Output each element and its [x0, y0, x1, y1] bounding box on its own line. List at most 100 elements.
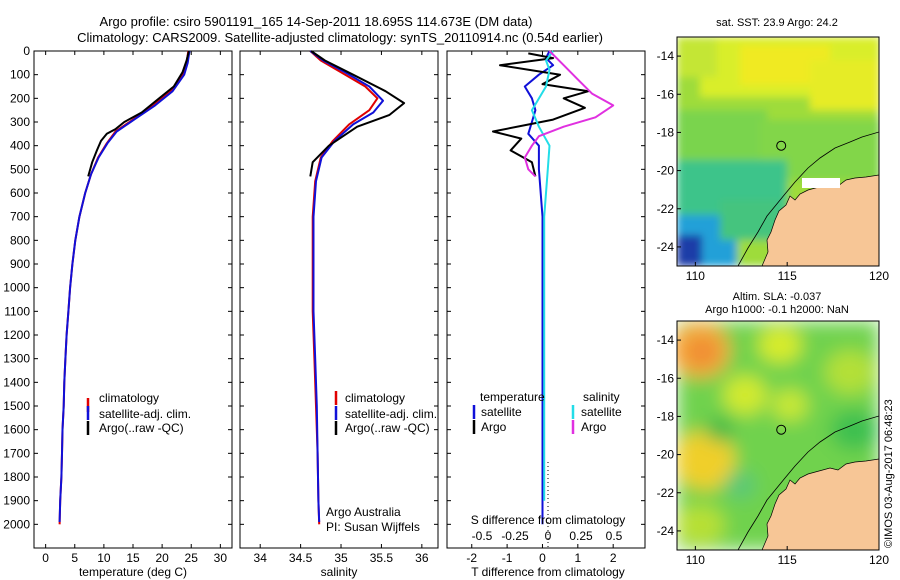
- salinity-x-axis: 34 34.5 35 35.5 36: [254, 51, 429, 565]
- legend-label-t-satellite: satellite: [481, 405, 522, 419]
- salinity-series: [309, 50, 406, 525]
- legend-label-satellite: satellite-adj. clim.: [345, 407, 437, 421]
- depth-tick-label: 1500: [3, 399, 30, 413]
- sst-map: sat. SST: 23.9 Argo: 24.2 110 115 120 -14 -1…: [657, 17, 890, 283]
- x-tick-label: 34.5: [289, 551, 313, 565]
- sst-map-frame: [676, 36, 880, 267]
- temperature-frame: [33, 50, 233, 549]
- depth-tick-label: 1000: [3, 281, 30, 295]
- legend-label-argo: Argo(..raw -QC): [345, 421, 430, 435]
- series-line-salinity-argo: [523, 50, 615, 178]
- s-tick: 0.5: [606, 529, 623, 543]
- depth-tick-label: 1300: [3, 352, 30, 366]
- depth-axis: 0 100 200 300 400 500 600 700 800 900 1000 1100 1200…: [3, 44, 232, 531]
- s-tick: -0.5: [472, 529, 493, 543]
- salinity-x-label: salinity: [321, 565, 358, 579]
- depth-tick-label: 500: [10, 162, 30, 176]
- sst-isobath: [737, 131, 879, 266]
- legend-title-salinity: salinity: [583, 390, 620, 404]
- x-tick-label: 10: [97, 551, 111, 565]
- salinity-panel: 34 34.5 35 35.5 36 salinity climatology sate…: [239, 50, 439, 579]
- legend-label-s-argo: Argo: [581, 420, 607, 434]
- map-x-tick-label: 120: [869, 269, 889, 283]
- difference-x-label: T difference from climatology: [471, 565, 625, 579]
- sla-map: Altim. SLA: -0.037 Argo h1000: -0.1 h200…: [657, 291, 890, 567]
- x-tick-label: 20: [155, 551, 169, 565]
- map-x-tick-label: 115: [778, 269, 797, 283]
- temperature-legend: climatology satellite-adj. clim. Argo(..…: [86, 391, 191, 435]
- series-line-argo: [309, 50, 406, 177]
- difference-legend: temperature salinity satellite Argo sate…: [472, 390, 622, 434]
- map-y-tick-label: -16: [657, 371, 675, 385]
- argo-location-marker: [776, 424, 787, 435]
- s-tick: -0.25: [501, 529, 529, 543]
- depth-tick-label: 0: [23, 44, 30, 58]
- series-line-temperature-satellite: [523, 50, 555, 525]
- sla-map-title-line1: Altim. SLA: -0.037: [733, 291, 822, 303]
- map-x-tick-label: 110: [686, 553, 705, 567]
- figure-title-line2: Climatology: CARS2009. Satellite-adjuste…: [77, 30, 603, 45]
- figure-title-line1: Argo profile: csiro 5901191_165 14-Sep-2…: [100, 14, 533, 29]
- legend-label-climatology: climatology: [99, 391, 159, 405]
- temperature-panel: 0100200300400500600700800900100011001200…: [3, 44, 233, 579]
- depth-tick-label: 100: [10, 68, 30, 82]
- sla-map-ticks: 110 115 120 -14 -16 -18 -20 -22 -24: [657, 333, 890, 567]
- x-tick-label: 5: [71, 551, 78, 565]
- x-tick-label: 35.5: [370, 551, 394, 565]
- salinity-annotation-line1: Argo Australia: [326, 505, 401, 519]
- map-y-tick-label: -22: [657, 202, 675, 216]
- x-tick-label: 30: [214, 551, 228, 565]
- sla-isobath: [737, 415, 879, 550]
- series-line-satellite: [309, 50, 384, 523]
- argo-location-marker: [776, 140, 787, 151]
- map-y-tick-label: -14: [657, 49, 675, 63]
- map-x-tick-label: 110: [686, 269, 705, 283]
- temperature-series: [58, 50, 191, 525]
- depth-tick-label: 1700: [3, 446, 30, 460]
- sst-map-ticks: 110 115 120 -14 -16 -18 -20 -22 -24: [657, 49, 890, 283]
- s-tick: 0.25: [569, 529, 593, 543]
- x-tick-label: 35: [334, 551, 348, 565]
- legend-label-t-argo: Argo: [481, 420, 507, 434]
- depth-tick-label: 300: [10, 115, 30, 129]
- series-line-argo: [87, 50, 190, 177]
- depth-tick-label: 700: [10, 210, 30, 224]
- depth-tick-label: 1400: [3, 375, 30, 389]
- difference-y-ticks: [447, 50, 645, 525]
- depth-tick-label: 900: [10, 257, 30, 271]
- depth-tick-label: 2000: [3, 517, 30, 531]
- depth-tick-label: 1100: [4, 304, 30, 318]
- legend-title-temperature: temperature: [480, 390, 545, 404]
- sst-land: [761, 174, 879, 266]
- difference-panel: -2 -1 0 1 2 T difference from climatology S …: [446, 50, 646, 579]
- map-y-tick-label: -20: [657, 164, 675, 178]
- sla-land: [761, 458, 879, 550]
- salinity-legend: climatology satellite-adj. clim. Argo(..…: [334, 391, 437, 435]
- x-tick-label: 36: [415, 551, 429, 565]
- depth-tick-label: 1900: [3, 494, 30, 508]
- map-y-tick-label: -24: [657, 240, 675, 254]
- x-tick-label: 15: [126, 551, 140, 565]
- map-y-tick-label: -20: [657, 448, 675, 462]
- sla-map-title-line2: Argo h1000: -0.1 h2000: NaN: [705, 304, 849, 316]
- series-line-temperature-argo: [492, 52, 590, 177]
- x-tick-label: 0: [42, 551, 49, 565]
- depth-tick-label: 400: [10, 139, 30, 153]
- x-tick-label: 0: [539, 551, 546, 565]
- map-y-tick-label: -18: [657, 409, 675, 423]
- legend-label-climatology: climatology: [345, 391, 405, 405]
- map-y-tick-label: -22: [657, 486, 675, 500]
- sst-map-title: sat. SST: 23.9 Argo: 24.2: [716, 17, 838, 29]
- s-tick: 0: [545, 529, 552, 543]
- x-tick-label: 25: [185, 551, 199, 565]
- legend-label-argo: Argo(..raw -QC): [99, 421, 184, 435]
- salinity-y-ticks: [240, 50, 438, 525]
- series-line-salinity-satellite: [530, 50, 554, 501]
- x-tick-label: 2: [610, 551, 617, 565]
- x-tick-label: -1: [502, 551, 513, 565]
- legend-label-s-satellite: satellite: [581, 405, 622, 419]
- difference-s-label: S difference from climatology: [471, 513, 626, 527]
- salinity-annotation-line2: PI: Susan Wijffels: [326, 520, 420, 534]
- difference-x-axis: -2 -1 0 1 2: [466, 51, 617, 565]
